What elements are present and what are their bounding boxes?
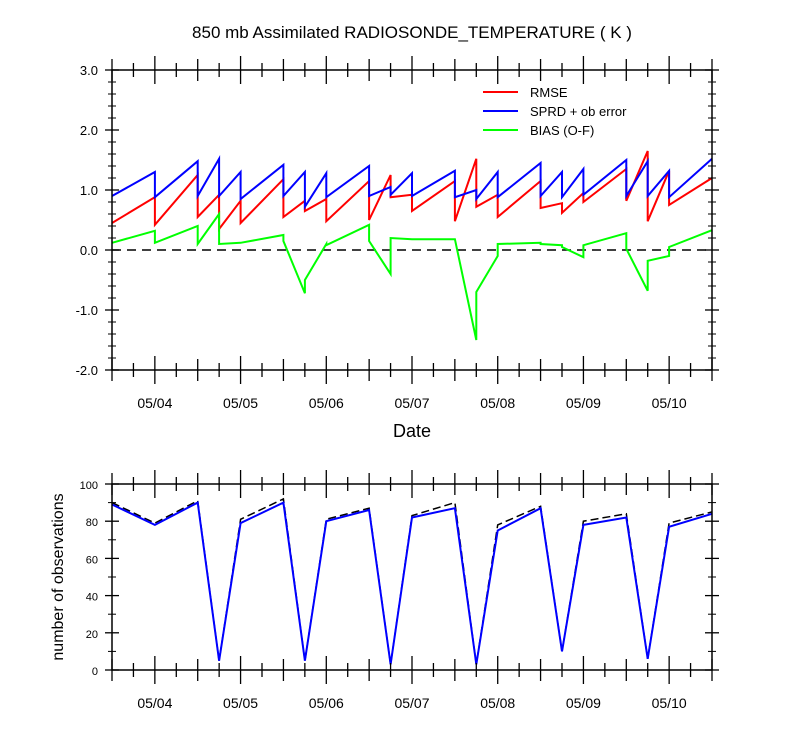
legend-label-sprd-ob-error: SPRD + ob error bbox=[530, 104, 627, 119]
y-tick-label: 3.0 bbox=[80, 63, 98, 78]
bottom-series-group bbox=[111, 497, 713, 665]
series-line-sprd-ob-error bbox=[111, 155, 713, 211]
x-tick-label: 05/05 bbox=[223, 695, 258, 711]
legend: RMSE SPRD + ob error BIAS (O-F) bbox=[483, 85, 627, 138]
x-axis-label: Date bbox=[393, 421, 431, 441]
x-tick-label: 05/06 bbox=[309, 395, 344, 411]
top-series-group bbox=[111, 150, 713, 341]
top-plot: -2.0 -1.0 0.0 1.0 2.0 3.0 05/04 05/05 05/06 05/07… bbox=[76, 56, 719, 411]
x-tick-label: 05/09 bbox=[566, 695, 601, 711]
x-tick-label: 05/08 bbox=[480, 395, 515, 411]
x-tick-label: 05/10 bbox=[652, 395, 687, 411]
top-ticks-group: -2.0 -1.0 0.0 1.0 2.0 3.0 05/04 05/05 05/06 05/07… bbox=[76, 56, 719, 411]
y-tick-label: 80 bbox=[86, 517, 98, 529]
y-tick-label: 60 bbox=[86, 554, 98, 566]
x-tick-label: 05/09 bbox=[566, 395, 601, 411]
y-tick-label: 0 bbox=[92, 666, 98, 678]
series-line-assimilated bbox=[111, 501, 713, 665]
x-tick-label: 05/07 bbox=[394, 395, 429, 411]
y-tick-label: -1.0 bbox=[76, 303, 98, 318]
chart-title: 850 mb Assimilated RADIOSONDE_TEMPERATUR… bbox=[192, 23, 632, 42]
x-tick-label: 05/04 bbox=[137, 395, 172, 411]
x-tick-label: 05/08 bbox=[480, 695, 515, 711]
legend-label-rmse: RMSE bbox=[530, 85, 568, 100]
y-tick-label: 1.0 bbox=[80, 183, 98, 198]
series-line-rmse bbox=[111, 150, 713, 232]
y-tick-label: 20 bbox=[86, 629, 98, 641]
bottom-plot-frame bbox=[111, 483, 713, 671]
x-tick-label: 05/06 bbox=[309, 695, 344, 711]
y-tick-label: -2.0 bbox=[76, 363, 98, 378]
x-tick-label: 05/07 bbox=[394, 695, 429, 711]
x-tick-label: 05/04 bbox=[137, 695, 172, 711]
legend-label-bias-o-f: BIAS (O-F) bbox=[530, 123, 594, 138]
y-tick-label: 100 bbox=[80, 480, 98, 492]
y-tick-label: 2.0 bbox=[80, 123, 98, 138]
bottom-plot: 0 20 40 60 80 100 05/04 05/05 05/06 05/07 05/08 05/… bbox=[80, 470, 719, 711]
series-line-bias-o-f bbox=[111, 210, 713, 341]
y-tick-label: 40 bbox=[86, 592, 98, 604]
bottom-y-axis-label: number of observations bbox=[50, 493, 67, 660]
x-tick-label: 05/05 bbox=[223, 395, 258, 411]
y-tick-label: 0.0 bbox=[80, 243, 98, 258]
x-tick-label: 05/10 bbox=[652, 695, 687, 711]
bottom-ticks-group: 0 20 40 60 80 100 05/04 05/05 05/06 05/07 05/08 05/… bbox=[80, 470, 719, 711]
